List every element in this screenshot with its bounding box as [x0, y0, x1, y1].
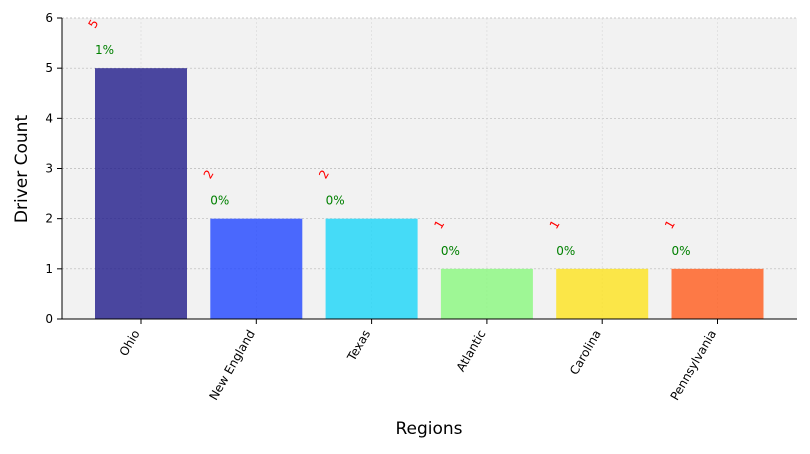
- x-tick-label: Pennsylvania: [668, 328, 720, 403]
- x-tick-label: Carolina: [567, 328, 604, 378]
- y-tick-label: 4: [45, 111, 53, 125]
- percent-label: 0%: [210, 194, 229, 208]
- bar-pennsylvania: [671, 268, 764, 319]
- bar-texas: [325, 218, 418, 319]
- percent-label: 0%: [556, 244, 575, 258]
- bars: [95, 68, 764, 320]
- x-tick-label: Texas: [344, 328, 373, 365]
- bar-atlantic: [440, 268, 533, 319]
- y-tick-label: 2: [45, 212, 53, 226]
- percent-label: 0%: [326, 194, 345, 208]
- percent-label: 0%: [672, 244, 691, 258]
- y-tick-label: 0: [45, 312, 53, 326]
- bar-ohio: [95, 68, 187, 320]
- percent-label: 1%: [95, 43, 114, 57]
- x-tick-label: New England: [206, 328, 257, 403]
- x-axis-label: Regions: [395, 419, 462, 439]
- x-tick-label: Ohio: [117, 328, 143, 359]
- y-tick-label: 6: [45, 11, 53, 25]
- y-tick-label: 1: [45, 262, 53, 276]
- bar-carolina: [556, 268, 649, 319]
- x-tick-label: Atlantic: [454, 328, 489, 375]
- y-axis-label: Driver Count: [12, 115, 32, 224]
- bar-new-england: [210, 218, 303, 319]
- y-tick-label: 3: [45, 162, 53, 176]
- y-tick-label: 5: [45, 61, 53, 75]
- percent-label: 0%: [441, 244, 460, 258]
